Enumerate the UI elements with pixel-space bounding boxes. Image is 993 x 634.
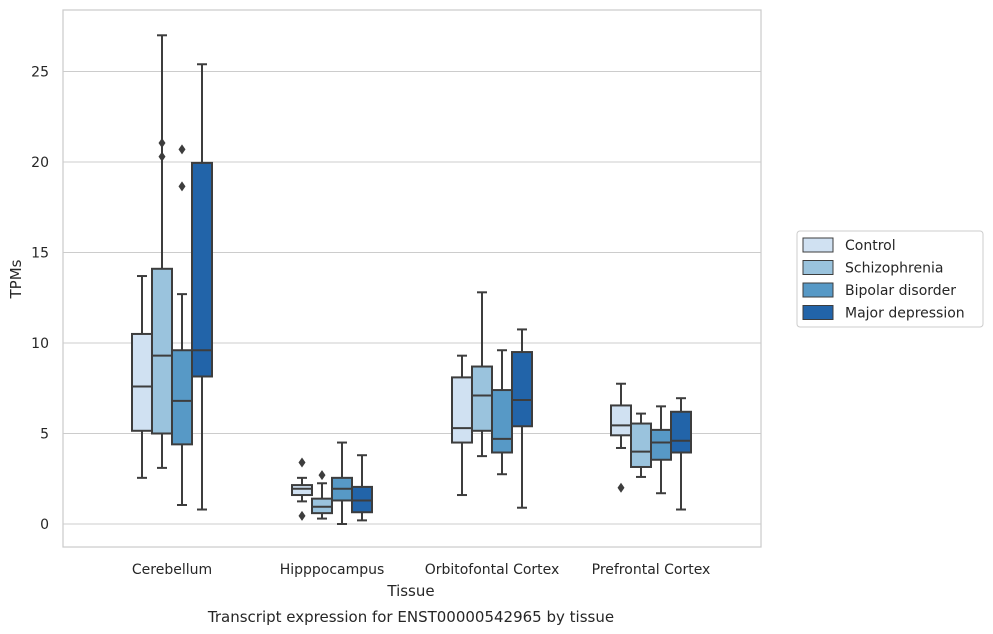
box bbox=[171, 144, 193, 506]
box bbox=[650, 405, 672, 495]
legend-label: Bipolar disorder bbox=[845, 283, 956, 299]
outlier-point bbox=[158, 137, 166, 148]
y-axis-label: TPMs bbox=[7, 259, 25, 299]
box bbox=[291, 457, 313, 521]
outlier-point bbox=[318, 470, 326, 481]
y-tick-label: 25 bbox=[31, 65, 49, 81]
box bbox=[511, 328, 533, 509]
box-iqr bbox=[131, 332, 153, 432]
legend-label: Schizophrenia bbox=[845, 261, 943, 277]
y-tick-label: 5 bbox=[40, 427, 49, 443]
x-axis-ticks: Cerebellum Hipppocampus Orbitofontal Corte… bbox=[132, 562, 710, 578]
box bbox=[491, 349, 513, 476]
outlier-point bbox=[617, 482, 625, 493]
box-iqr bbox=[171, 349, 193, 446]
chart-caption: Transcript expression for ENST0000054296… bbox=[207, 608, 614, 626]
box bbox=[131, 275, 153, 479]
box bbox=[451, 354, 473, 497]
outlier-point bbox=[298, 510, 306, 521]
legend-frame bbox=[796, 230, 984, 328]
box bbox=[351, 454, 373, 522]
box-iqr bbox=[451, 376, 473, 444]
legend-swatch bbox=[802, 282, 834, 298]
outlier-point bbox=[178, 144, 186, 155]
y-tick-label: 10 bbox=[31, 336, 49, 352]
outlier-point bbox=[158, 151, 166, 162]
legend-swatch bbox=[802, 260, 834, 275]
box-iqr bbox=[650, 428, 672, 461]
box bbox=[471, 291, 493, 458]
outlier-point bbox=[298, 457, 306, 468]
box bbox=[331, 441, 353, 525]
y-tick-label: 0 bbox=[40, 517, 49, 533]
box-iqr bbox=[491, 389, 513, 454]
x-axis-label: Tissue bbox=[386, 582, 434, 600]
x-tick-label: Orbitofontal Cortex bbox=[425, 562, 560, 578]
plot-boxes bbox=[131, 34, 692, 525]
legend-label: Control bbox=[845, 238, 896, 254]
box bbox=[670, 397, 692, 511]
x-tick-label: Hipppocampus bbox=[280, 562, 385, 578]
box-iqr bbox=[471, 365, 493, 432]
box bbox=[311, 470, 333, 520]
box-iqr bbox=[151, 267, 173, 435]
box bbox=[610, 382, 632, 493]
box-iqr bbox=[291, 484, 313, 497]
box-iqr bbox=[511, 351, 533, 428]
legend-swatch bbox=[802, 237, 834, 253]
legend: Control Schizophrenia Bipolar disorder Majo… bbox=[796, 230, 984, 328]
outlier-point bbox=[178, 181, 186, 192]
box-iqr bbox=[610, 404, 632, 437]
x-tick-label: Cerebellum bbox=[132, 562, 212, 578]
box bbox=[191, 63, 213, 511]
legend-label: Major depression bbox=[845, 306, 965, 322]
y-axis-ticks: 0 5 10 15 20 25 bbox=[31, 65, 49, 534]
legend-swatch bbox=[802, 305, 834, 320]
box bbox=[151, 34, 173, 469]
y-tick-label: 15 bbox=[31, 246, 49, 262]
plot-area-frame bbox=[62, 9, 762, 548]
x-tick-label: Prefrontal Cortex bbox=[592, 562, 711, 578]
box-iqr bbox=[191, 161, 213, 378]
box bbox=[630, 412, 652, 478]
y-tick-label: 20 bbox=[31, 155, 49, 171]
box-iqr bbox=[630, 422, 652, 468]
box-iqr bbox=[670, 410, 692, 454]
